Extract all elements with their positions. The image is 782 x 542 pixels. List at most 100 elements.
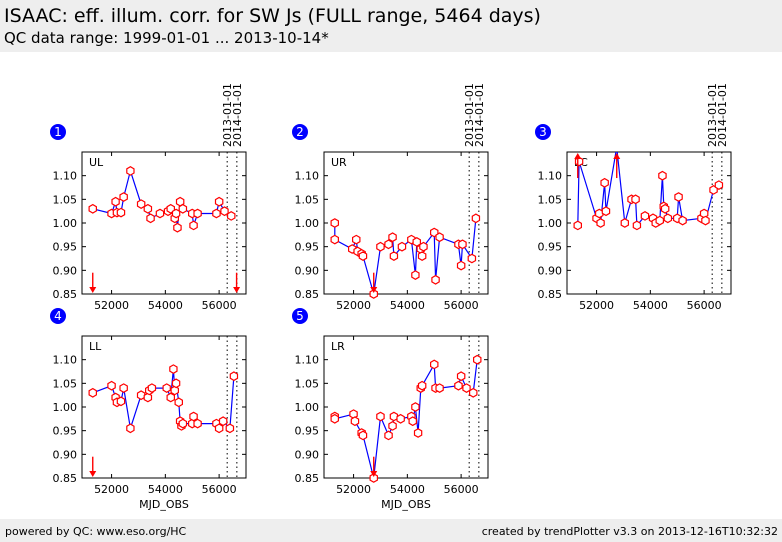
x-tick-label: 52000 [336,483,371,496]
data-point [458,239,467,250]
data-point [143,203,153,214]
data-point [376,411,385,422]
data-point [189,220,198,231]
data-point [88,387,98,398]
x-tick-label: 56000 [444,483,479,496]
data-point [388,232,397,243]
data-point [412,237,421,247]
data-point [88,203,98,214]
date-marker-label: 2014-01-01 [473,83,486,147]
date-marker-label: 2013-01-01 [706,83,719,147]
data-point [471,213,481,224]
data-point [227,211,236,221]
y-tick-label: 0.95 [295,241,320,254]
data-point [573,220,583,231]
y-tick-label: 0.95 [53,241,78,254]
outlier-arrow-head [574,153,582,159]
data-point [330,218,339,228]
x-axis-label: MJD_OBS [139,498,189,511]
chart-panel-2: 0.85 0.90 0.95 1.00 1.05 1.10 52000 54000 56000 2… [292,83,489,312]
data-point [352,234,361,245]
y-tick-label: 0.90 [295,448,320,461]
data-point [119,383,128,393]
data-point [658,170,667,181]
outlier-arrow-head [370,287,378,293]
outlier-arrow-head [89,287,97,293]
y-tick-label: 1.10 [53,354,78,367]
data-point [170,385,179,396]
header-bar: ISAAC: eff. illum. corr. for SW Js (FULL… [0,0,782,52]
y-tick-label: 1.05 [53,377,78,390]
outlier-arrow-head [233,287,241,293]
x-tick-label: 56000 [687,299,722,312]
footer-bar: powered by QC: www.eso.org/HC created by… [0,519,782,542]
data-point [212,208,221,219]
data-point [369,289,378,299]
data-point [174,397,183,408]
panel-number-badge [292,308,308,324]
chart-panel-4: 0.85 0.90 0.95 1.00 1.05 1.10 52000 54000 56000 M… [50,308,247,511]
y-tick-label: 1.00 [53,401,78,414]
panel-number-badge [50,124,66,140]
data-point [126,166,135,176]
data-point [431,274,440,285]
data-point [126,423,135,434]
data-point [119,192,128,202]
data-point [435,232,444,243]
date-marker-label: 2014-01-01 [231,83,244,147]
y-tick-label: 1.05 [295,377,320,390]
data-point [469,387,478,398]
data-point [640,211,650,221]
y-tick-label: 0.90 [53,264,78,277]
chart-panel-1: 0.85 0.90 0.95 1.00 1.05 1.10 52000 54000 56000 2… [50,83,247,312]
y-tick-label: 1.05 [53,193,78,206]
data-point [147,383,157,393]
panel-number-badge [50,308,66,324]
x-tick-label: 56000 [202,299,237,312]
data-point [601,206,611,217]
data-point [396,413,405,424]
data-point [116,207,126,218]
date-marker-label: 2014-01-01 [716,83,729,147]
data-point [384,239,393,250]
series-label: UL [89,156,104,169]
y-tick-label: 1.05 [538,193,563,206]
page-subtitle: QC data range: 1999-01-01 ... 2013-10-14… [4,29,329,47]
panel-number: 1 [54,125,62,139]
data-point [111,196,120,207]
y-tick-label: 0.90 [53,448,78,461]
plot-frame [323,335,489,479]
series-label: LR [331,340,345,353]
data-point [214,423,224,434]
y-tick-label: 1.10 [53,170,78,183]
data-point [169,364,178,374]
data-point [631,194,640,205]
data-point [193,418,202,429]
data-point [701,215,710,226]
data-point [419,241,428,252]
x-axis-label: MJD_OBS [381,498,431,511]
chart-panel-3: 0.85 0.90 0.95 1.00 1.05 1.10 52000 54000 56000 2… [535,83,732,312]
panel-number: 4 [54,309,62,323]
data-point [600,177,609,188]
panel-number: 3 [539,125,547,139]
data-point [435,383,444,393]
data-point [632,220,642,231]
data-point [162,383,171,393]
y-tick-label: 0.85 [295,288,320,301]
data-point [173,222,182,233]
footer-powered-by: powered by QC: www.eso.org/HC [5,525,187,538]
data-point [116,396,126,407]
x-tick-label: 52000 [579,299,614,312]
series-label: LL [89,340,102,353]
data-point [358,251,368,261]
data-point [330,234,339,245]
y-tick-label: 1.00 [53,217,78,230]
data-point [107,380,116,391]
x-tick-label: 56000 [202,483,237,496]
y-tick-label: 0.95 [538,241,563,254]
data-point [660,203,670,214]
series-label: UR [331,156,347,169]
x-tick-label: 54000 [633,299,668,312]
